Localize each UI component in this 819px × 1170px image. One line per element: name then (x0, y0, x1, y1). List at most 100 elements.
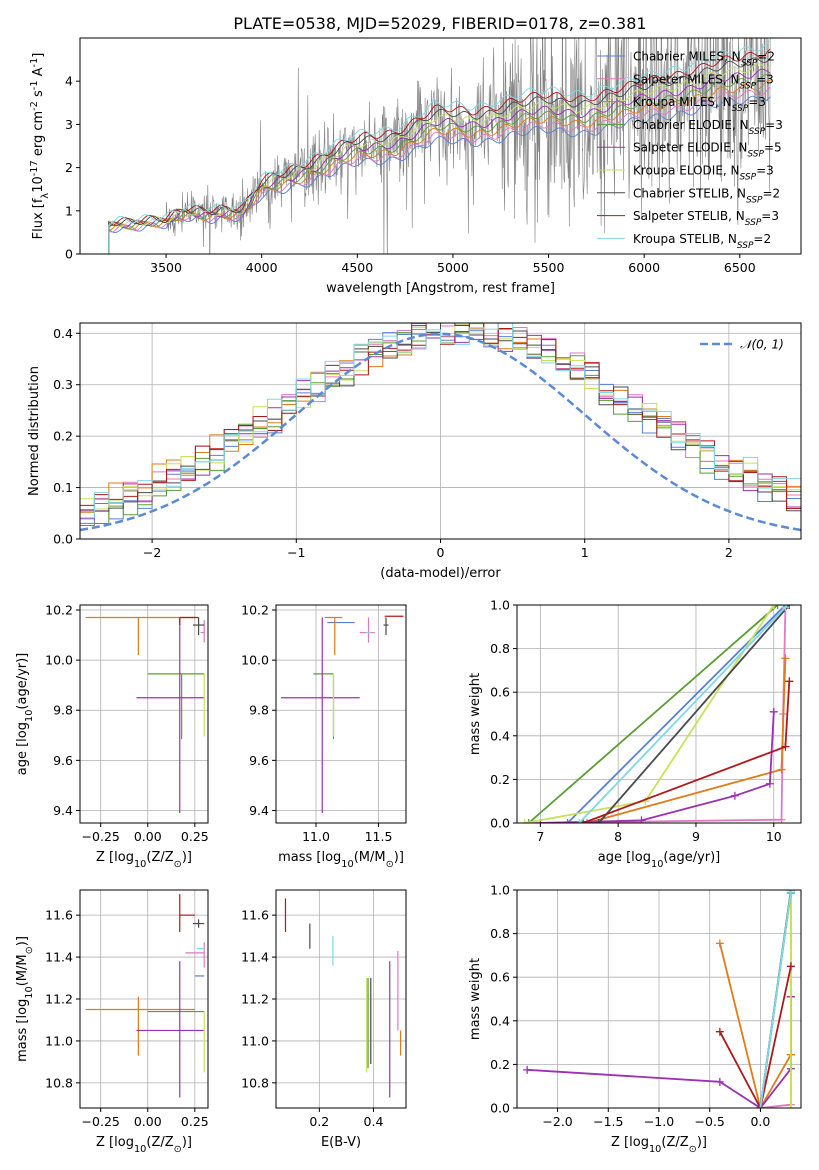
x-tick-label: 3500 (150, 260, 182, 275)
legend-entry: Kroupa STELIB, NSSP=2 (633, 232, 771, 251)
y-tick-label: 11.2 (45, 992, 73, 1007)
y-tick-label: 11.0 (241, 1033, 269, 1048)
y-tick-label: 1.0 (490, 883, 510, 898)
mass-weight-marker (563, 819, 572, 823)
observed-spectrum-line (165, 38, 771, 254)
legend-entry: Chabrier MILES, NSSP=2 (633, 50, 775, 69)
x-axis-label: (data-model)/error (380, 566, 501, 581)
x-axis-label: age [log10(age/yr)] (598, 850, 721, 870)
y-axis-label: mass [log10(M/M⊙)] (15, 936, 35, 1062)
axes-frame (516, 604, 802, 824)
y-tick-label: 11.4 (45, 950, 73, 965)
figure-title: PLATE=0538, MJD=52029, FIBERID=0178, z=0… (233, 14, 646, 33)
y-tick-label: 0.2 (490, 772, 510, 787)
y-tick-label: 9.8 (53, 703, 73, 718)
y-tick-label: 0.0 (490, 816, 510, 831)
y-tick-label: 9.6 (53, 753, 73, 768)
x-tick-label: 6500 (724, 260, 756, 275)
mass-weight-marker (579, 819, 588, 823)
x-tick-label: 0.25 (181, 1114, 209, 1129)
y-tick-label: 11.6 (241, 908, 269, 923)
y-tick-label: 10.2 (45, 603, 73, 618)
histogram-legend: 𝒩(0, 1) (700, 338, 784, 352)
y-tick-label: 0.1 (53, 480, 73, 495)
x-tick-label: 0.00 (134, 829, 162, 844)
legend-entry: Kroupa MILES, NSSP=3 (633, 95, 766, 114)
x-tick-label: 5500 (533, 260, 565, 275)
x-tick-label: 11.0 (302, 829, 330, 844)
y-axis-label: mass weight (468, 958, 483, 1040)
error-bar-point (185, 942, 205, 968)
mass-weight-marker (756, 1104, 765, 1108)
axes-frame (275, 604, 407, 824)
axes-frame (79, 37, 802, 255)
y-tick-label: 0.8 (490, 641, 510, 656)
error-bar-point (147, 673, 205, 740)
mass-weight-line (578, 606, 787, 823)
error-bar-point (192, 617, 205, 636)
x-tick-label: 10 (766, 829, 782, 844)
mass-weight-marker (715, 1077, 724, 1086)
y-tick-label: 10.8 (45, 1075, 73, 1090)
x-tick-label: 0.2 (309, 1114, 329, 1129)
y-tick-label: 10.0 (241, 653, 269, 668)
x-tick-label: 8 (614, 829, 622, 844)
mass-weight-marker (777, 815, 786, 823)
error-bar-point (136, 617, 205, 813)
y-tick-label: 11.4 (241, 950, 269, 965)
axes-frame (79, 604, 209, 824)
x-axis-label: Z [log10(Z/Z⊙)] (96, 850, 192, 870)
y-tick-label: 11.0 (45, 1033, 73, 1048)
mass-weight-marker (786, 1104, 795, 1108)
mass-weight-line (759, 892, 792, 1108)
mass-weight-marker (785, 677, 794, 686)
panel-age-vs-Z: −0.25 0.00 0.25 9.4 9.6 9.8 10.0 10.2 Z [log10(Z… (15, 603, 209, 870)
x-axis-label: Z [log10(Z/Z⊙)] (96, 1135, 192, 1155)
y-tick-label: 0.4 (490, 728, 510, 743)
x-axis-label: Z [log10(Z/Z⊙)] (611, 1135, 707, 1155)
y-tick-label: 0.4 (490, 1013, 510, 1028)
error-bar-point (281, 617, 360, 813)
y-tick-label: 0.6 (490, 970, 510, 985)
error-bar-point (85, 616, 195, 656)
mass-weight-marker (715, 939, 724, 948)
y-tick-label: 0.3 (53, 377, 73, 392)
model-spectrum-line (108, 40, 771, 254)
legend-entry: Chabrier ELODIE, NSSP=3 (633, 118, 783, 137)
error-bar-point (85, 996, 195, 1056)
panel-spectrum: 3500 4000 4500 5000 5500 6000 6500 0 1 2 3 4 wavelen… (29, 37, 802, 296)
x-axis-label: E(B-V) (321, 1135, 361, 1150)
x-tick-label: 2 (725, 545, 733, 560)
y-tick-label: 9.4 (249, 803, 269, 818)
model-spectrum-line (108, 79, 771, 254)
error-bar-point (192, 919, 205, 928)
x-tick-label: −2 (143, 545, 161, 560)
y-axis-label: mass weight (468, 673, 483, 755)
y-tick-label: 0.2 (53, 429, 73, 444)
model-spectrum-line (108, 57, 771, 254)
x-tick-label: −0.5 (695, 1114, 725, 1129)
x-axis-label: mass [log10(M/M⊙)] (278, 850, 404, 870)
x-tick-label: −1.0 (644, 1114, 674, 1129)
mass-weight-marker (523, 1065, 532, 1074)
x-tick-label: −0.25 (82, 1114, 120, 1129)
y-tick-label: 2 (65, 160, 73, 175)
x-tick-label: −1 (287, 545, 305, 560)
legend-entry: Salpeter ELODIE, NSSP=5 (633, 141, 782, 160)
model-spectrum-line (108, 95, 771, 254)
panel-mass-weight-vs-age: 7 8 9 10 0.0 0.2 0.4 0.6 0.8 1.0 age [log10(age/yr… (468, 598, 802, 870)
mass-weight-marker (786, 962, 795, 971)
error-bar-point (136, 961, 205, 1098)
x-tick-label: 5000 (437, 260, 469, 275)
y-tick-label: 0.0 (53, 532, 73, 547)
error-bar-point (179, 894, 195, 932)
y-tick-label: 3 (65, 117, 73, 132)
model-spectrum-line (108, 48, 771, 254)
y-tick-label: 9.4 (53, 803, 73, 818)
y-tick-label: 10.2 (241, 603, 269, 618)
y-tick-label: 9.8 (249, 703, 269, 718)
x-tick-label: 0.00 (134, 1114, 162, 1129)
mass-weight-marker (781, 654, 790, 663)
y-tick-label: 11.2 (241, 992, 269, 1007)
mass-weight-marker (730, 791, 739, 800)
